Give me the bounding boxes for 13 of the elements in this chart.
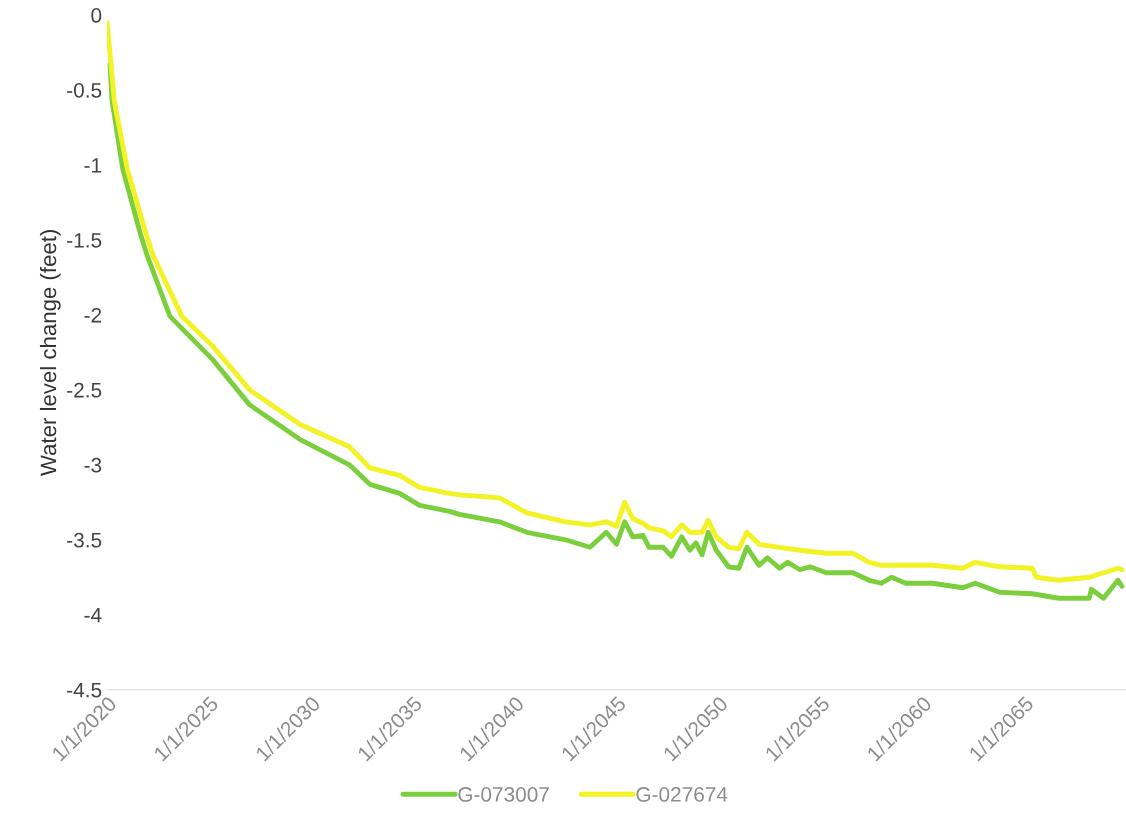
y-tick-label: -1 xyxy=(84,158,102,173)
legend-label: G-073007 xyxy=(458,787,549,802)
y-tick-label: -1.5 xyxy=(67,233,102,248)
y-tick-label: -4 xyxy=(84,607,102,623)
y-tick-label: -4.5 xyxy=(67,682,102,698)
legend-label: G-027674 xyxy=(636,787,728,802)
y-tick-label: -2.5 xyxy=(67,382,102,398)
y-tick-label: -3.5 xyxy=(67,532,102,548)
y-tick-label: 0 xyxy=(91,8,102,23)
y-tick-label: -3 xyxy=(84,457,102,473)
y-tick-label: -0.5 xyxy=(67,82,102,98)
y-axis-title: Water level change (feet) xyxy=(39,230,61,476)
y-tick-label: -2 xyxy=(84,307,102,323)
